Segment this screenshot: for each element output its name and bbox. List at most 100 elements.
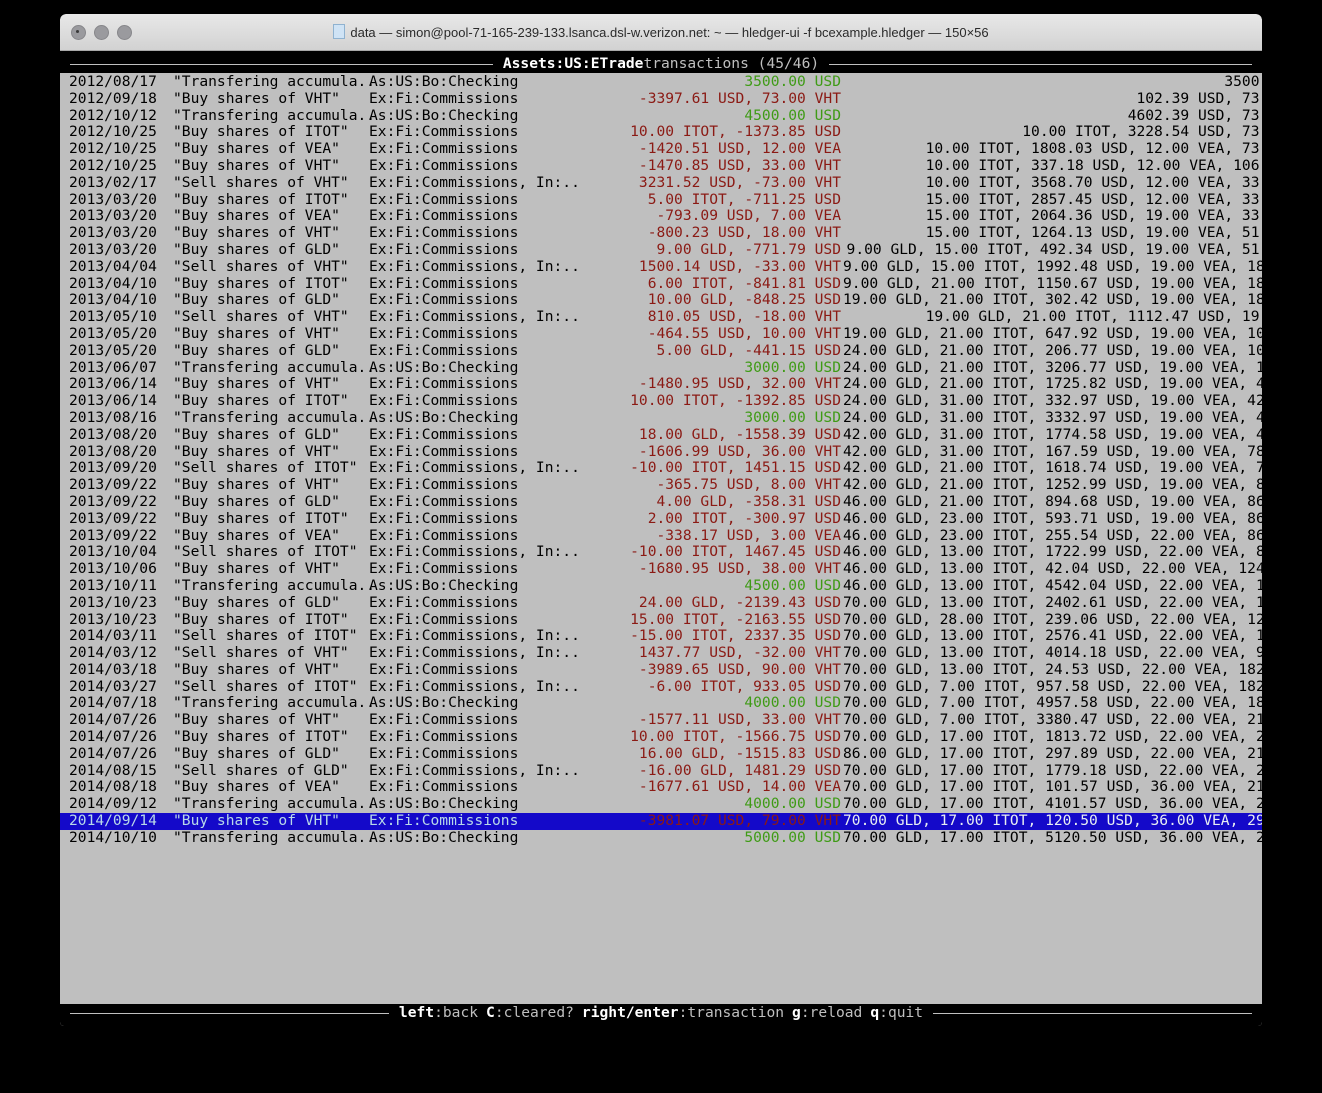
cell-account: Ex:Fi:Commissions [369,778,519,796]
table-row[interactable]: 2014/08/15 "Sell shares of GLD" Ex:Fi:Comm… [60,761,1262,780]
cell-balance: 70.00 GLD, 7.00 ITOT, 3380.47 USD, 22.00… [843,711,1262,729]
table-row[interactable]: 2013/04/10 "Buy shares of ITOT" Ex:Fi:Comm… [60,274,1262,293]
table-row[interactable]: 2013/03/20 "Buy shares of VEA" Ex:Fi:Commi… [60,208,1262,225]
table-row[interactable]: 2013/10/04 "Sell shares of ITOT" Ex:Fi:Com… [60,544,1262,561]
table-row[interactable]: 2013/09/22 "Buy shares of GLD" Ex:Fi:Commi… [60,492,1262,511]
cell-amount: -1577.11 USD, 33.00 VHT [638,711,841,729]
table-row[interactable]: 2013/10/23 "Buy shares of GLD" Ex:Fi:Commi… [60,593,1262,612]
table-row[interactable]: 2013/08/20 "Buy shares of GLD" Ex:Fi:Commi… [60,425,1262,444]
cell-account: Ex:Fi:Commissions [369,425,519,443]
zoom-button[interactable] [117,24,132,40]
footer-key[interactable]: left [398,1003,435,1021]
cell-account: Ex:Fi:Commissions [369,476,519,494]
table-row[interactable]: 2014/10/10 "Transfering accumula.. As:US:B… [60,828,1262,847]
cell-balance: 24.00 GLD, 21.00 ITOT, 1725.82 USD, 19.0… [843,375,1262,393]
transaction-list[interactable]: 2012/08/17 "Transfering accumula.. As:US:B… [60,73,1262,988]
table-row[interactable]: 2014/03/27 "Sell shares of ITOT" Ex:Fi:Com… [60,678,1262,696]
cell-date: 2013/06/07 [69,358,157,376]
table-row[interactable]: 2013/06/07 "Transfering accumula.. As:US:B… [60,358,1262,377]
table-row[interactable]: 2014/09/12 "Transfering accumula.. As:US:B… [60,795,1262,813]
table-row[interactable]: 2012/10/25 "Buy shares of VHT" Ex:Fi:Commi… [60,156,1262,175]
footer-key[interactable]: g [792,1003,801,1021]
table-row[interactable]: 2013/09/22 "Buy shares of VHT" Ex:Fi:Commi… [60,476,1262,494]
table-row[interactable]: 2014/07/26 "Buy shares of ITOT" Ex:Fi:Comm… [60,728,1262,746]
table-row[interactable]: 2013/03/20 "Buy shares of VHT" Ex:Fi:Commi… [60,224,1262,242]
footer-key[interactable]: C [486,1003,495,1021]
table-row[interactable]: 2013/09/22 "Buy shares of ITOT" Ex:Fi:Comm… [60,510,1262,528]
window-titlebar[interactable]: data — simon@pool-71-165-239-133.lsanca.… [60,14,1262,51]
table-row[interactable]: 2013/04/10 "Buy shares of GLD" Ex:Fi:Commi… [60,292,1262,309]
cell-balance: 10.00 ITOT, 3228.54 USD, 73.00 VHT [1022,123,1262,141]
table-row[interactable]: 2013/02/17 "Sell shares of VHT" Ex:Fi:Comm… [60,174,1262,192]
table-row[interactable]: 2013/06/14 "Buy shares of ITOT" Ex:Fi:Comm… [60,392,1262,410]
cell-account: Ex:Fi:Commissions [369,593,519,611]
screen-top-rule [60,51,1262,55]
cell-account: Ex:Fi:Commissions, In:.. [369,543,580,561]
cell-amount: 18.00 GLD, -1558.39 USD [638,425,841,443]
table-row[interactable]: 2013/05/20 "Buy shares of VHT" Ex:Fi:Commi… [60,324,1262,343]
cell-account: Ex:Fi:Commissions [369,89,519,107]
minimize-button[interactable] [94,24,109,40]
cell-description: "Buy shares of VHT" [173,711,340,729]
table-row[interactable]: 2012/10/12 "Transfering accumula.. As:US:B… [60,107,1262,125]
cell-balance: 15.00 ITOT, 2857.45 USD, 12.00 VEA, 33.0… [925,190,1262,208]
table-row[interactable]: 2013/05/20 "Buy shares of GLD" Ex:Fi:Commi… [60,342,1262,360]
window-title-text: data — simon@pool-71-165-239-133.lsanca.… [350,25,989,40]
table-row[interactable]: 2013/10/06 "Buy shares of VHT" Ex:Fi:Commi… [60,560,1262,578]
table-row[interactable]: 2013/09/22 "Buy shares of VEA" Ex:Fi:Commi… [60,527,1262,545]
cell-amount: 1437.77 USD, -32.00 VHT [638,644,841,662]
table-row[interactable]: 2012/10/25 "Buy shares of VEA" Ex:Fi:Commi… [60,140,1262,158]
table-row[interactable]: 2012/10/25 "Buy shares of ITOT" Ex:Fi:Comm… [60,124,1262,141]
table-row[interactable]: 2013/09/20 "Sell shares of ITOT" Ex:Fi:Com… [60,460,1262,477]
terminal-screen[interactable]: Assets:US:ETrade transactions (45/46) 20… [60,51,1262,1026]
table-row[interactable]: 2014/03/12 "Sell shares of VHT" Ex:Fi:Comm… [60,644,1262,662]
table-row[interactable]: 2013/10/11 "Transfering accumula.. As:US:B… [60,576,1262,595]
cell-account: Ex:Fi:Commissions [369,274,519,292]
cell-account: Ex:Fi:Commissions [369,140,519,158]
cell-date: 2013/03/20 [69,207,157,225]
cell-balance: 42.00 GLD, 31.00 ITOT, 1774.58 USD, 19.0… [843,425,1262,443]
footer-key[interactable]: right/enter [581,1003,679,1021]
cell-balance: 46.00 GLD, 21.00 ITOT, 894.68 USD, 19.00… [843,492,1262,510]
table-row[interactable]: 2013/10/23 "Buy shares of ITOT" Ex:Fi:Comm… [60,611,1262,629]
table-row[interactable]: 2014/03/18 "Buy shares of VHT" Ex:Fi:Commi… [60,660,1262,679]
cell-date: 2013/09/22 [69,492,157,510]
table-row[interactable]: 2013/08/20 "Buy shares of VHT" Ex:Fi:Commi… [60,442,1262,461]
cell-description: "Buy shares of GLD" [173,291,340,309]
cell-balance: 70.00 GLD, 17.00 ITOT, 5120.50 USD, 36.0… [843,828,1262,846]
cell-account: Ex:Fi:Commissions [369,660,519,678]
table-row[interactable]: 2012/08/17 "Transfering accumula.. As:US:B… [60,73,1262,91]
cell-account: Ex:Fi:Commissions, In:.. [369,644,580,662]
table-row[interactable]: 2013/08/16 "Transfering accumula.. As:US:B… [60,409,1262,427]
table-row[interactable]: 2014/08/18 "Buy shares of VEA" Ex:Fi:Commi… [60,779,1262,796]
table-row[interactable]: 2013/03/20 "Buy shares of ITOT" Ex:Fi:Comm… [60,190,1262,209]
cell-account: As:US:Bo:Checking [369,576,519,594]
cell-account: As:US:Bo:Checking [369,694,519,712]
cell-description: "Sell shares of ITOT" [173,459,358,477]
table-row[interactable]: 2013/05/10 "Sell shares of VHT" Ex:Fi:Comm… [60,308,1262,326]
cell-account: Ex:Fi:Commissions [369,156,519,174]
cell-date: 2012/09/18 [69,89,157,107]
table-row[interactable]: 2014/07/26 "Buy shares of VHT" Ex:Fi:Commi… [60,711,1262,729]
table-row[interactable]: 2014/07/18 "Transfering accumula.. As:US:B… [60,695,1262,712]
cell-balance: 15.00 ITOT, 1264.13 USD, 19.00 VEA, 51.0… [925,224,1262,242]
header-account-name: Assets:US:ETrade [502,54,644,72]
cell-date: 2014/03/11 [69,627,157,645]
table-row[interactable]: 2014/09/14 "Buy shares of VHT" Ex:Fi:Commi… [60,812,1262,830]
cell-account: Ex:Fi:Commissions [369,324,519,342]
cell-account: Ex:Fi:Commissions, In:.. [369,761,580,779]
table-row[interactable]: 2013/03/20 "Buy shares of GLD" Ex:Fi:Commi… [60,241,1262,259]
table-row[interactable]: 2014/07/26 "Buy shares of GLD" Ex:Fi:Commi… [60,745,1262,763]
cell-amount: -1606.99 USD, 36.00 VHT [638,442,841,460]
cell-amount: 6.00 ITOT, -841.81 USD [647,274,841,292]
footer-key[interactable]: q [870,1003,880,1021]
table-row[interactable]: 2013/04/04 "Sell shares of VHT" Ex:Fi:Comm… [60,258,1262,276]
table-row[interactable]: 2012/09/18 "Buy shares of VHT" Ex:Fi:Commi… [60,89,1262,108]
table-row[interactable]: 2014/03/11 "Sell shares of ITOT" Ex:Fi:Com… [60,627,1262,645]
cell-account: Ex:Fi:Commissions [369,442,519,460]
close-button[interactable] [71,24,86,40]
window-traffic-lights[interactable] [71,24,132,40]
window-title: data — simon@pool-71-165-239-133.lsanca.… [60,24,1262,40]
table-row[interactable]: 2013/06/14 "Buy shares of VHT" Ex:Fi:Commi… [60,376,1262,393]
cell-date: 2013/08/20 [69,442,157,460]
